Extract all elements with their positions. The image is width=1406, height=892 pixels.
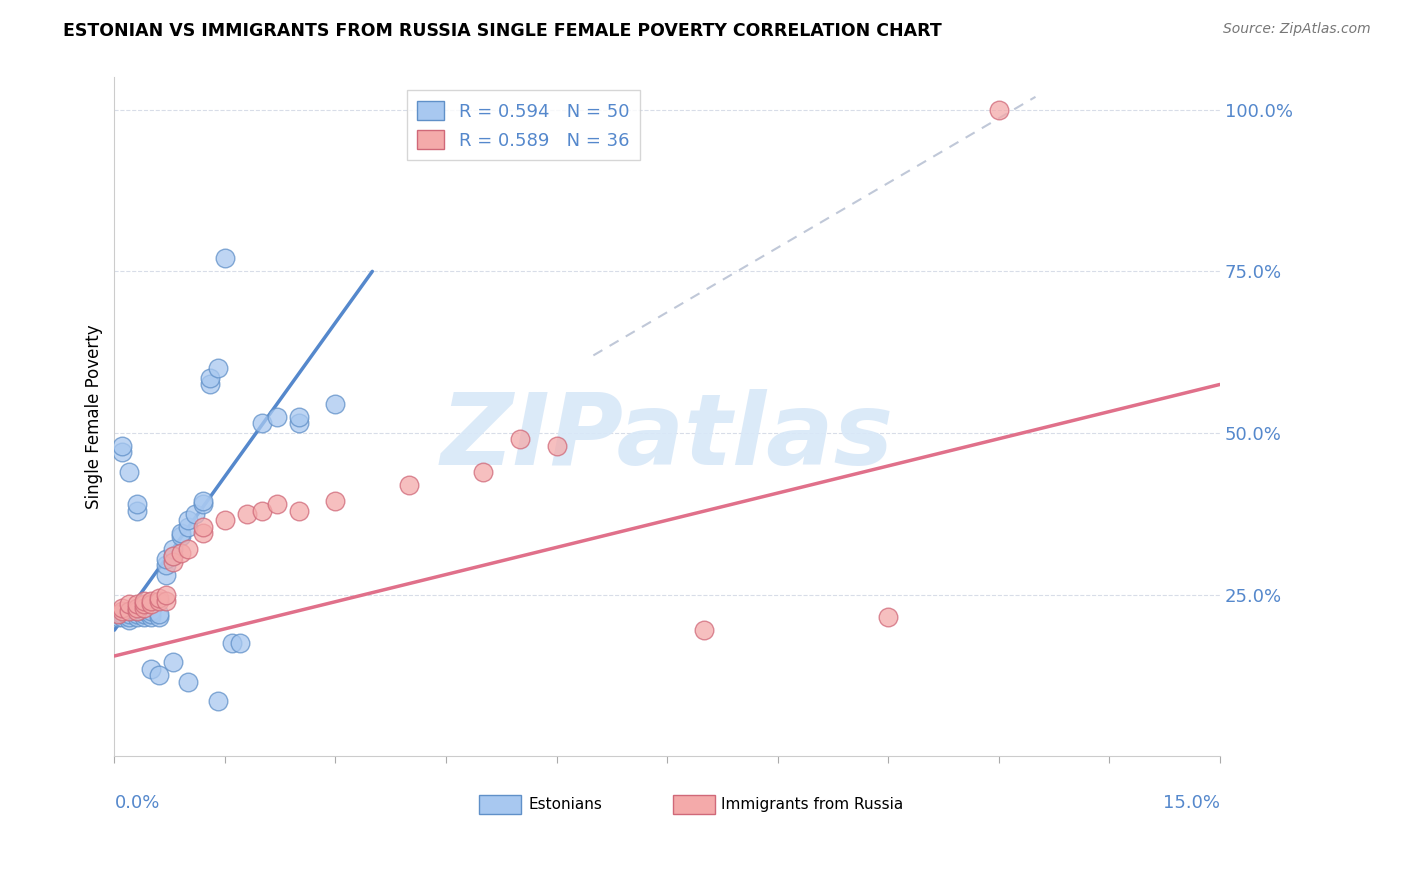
Point (221, 636, 243, 650)
Point (155, 568, 177, 582)
Point (228, 636, 250, 650)
Point (287, 503, 309, 517)
Point (325, 493, 347, 508)
Point (877, 610, 900, 624)
Text: Immigrants from Russia: Immigrants from Russia (721, 797, 904, 812)
Point (207, 694, 229, 708)
Point (125, 497, 148, 511)
Point (177, 513, 200, 527)
Point (155, 558, 177, 573)
Point (266, 497, 288, 511)
Point (125, 503, 148, 517)
Point (162, 555, 184, 569)
Point (141, 604, 163, 618)
Point (141, 594, 163, 608)
Point (250, 503, 273, 517)
Text: 15.0%: 15.0% (1163, 794, 1220, 812)
Point (191, 497, 214, 511)
Point (191, 493, 214, 508)
Point (155, 588, 177, 602)
Point (266, 409, 288, 424)
Point (509, 433, 531, 447)
Point (125, 604, 148, 618)
Point (162, 549, 184, 563)
Point (693, 623, 716, 637)
Point (125, 597, 148, 611)
Point (111, 600, 134, 615)
Point (125, 600, 148, 615)
Point (118, 604, 141, 618)
Point (471, 465, 494, 479)
Point (118, 607, 141, 621)
Point (287, 409, 309, 424)
Point (148, 610, 170, 624)
Point (155, 594, 177, 608)
Point (148, 594, 170, 608)
Point (177, 519, 200, 533)
Point (155, 552, 177, 566)
FancyBboxPatch shape (672, 795, 714, 814)
Point (118, 597, 141, 611)
Point (118, 614, 141, 628)
Point (111, 439, 134, 453)
Point (141, 610, 163, 624)
Point (162, 656, 184, 670)
Text: ZIPatlas: ZIPatlas (440, 389, 894, 485)
Point (177, 674, 200, 689)
Point (132, 604, 155, 618)
Point (118, 465, 141, 479)
Point (214, 252, 236, 266)
Point (398, 477, 420, 491)
Point (125, 604, 148, 618)
Point (118, 610, 141, 624)
Point (132, 597, 155, 611)
Point (141, 662, 163, 676)
Point (141, 597, 163, 611)
Point (236, 507, 259, 521)
Point (170, 529, 193, 543)
Point (111, 604, 134, 618)
Point (111, 610, 134, 624)
Point (132, 600, 155, 615)
Text: Source: ZipAtlas.com: Source: ZipAtlas.com (1223, 22, 1371, 37)
Point (107, 610, 129, 624)
Point (207, 361, 229, 376)
Point (111, 607, 134, 621)
Point (141, 607, 163, 621)
Point (191, 526, 214, 541)
Point (546, 439, 568, 453)
Point (125, 607, 148, 621)
Point (132, 610, 155, 624)
Point (250, 417, 273, 431)
Text: Estonians: Estonians (529, 797, 603, 812)
FancyBboxPatch shape (479, 795, 522, 814)
Point (191, 519, 214, 533)
Point (107, 607, 129, 621)
Point (177, 542, 200, 557)
Point (162, 542, 184, 557)
Text: ESTONIAN VS IMMIGRANTS FROM RUSSIA SINGLE FEMALE POVERTY CORRELATION CHART: ESTONIAN VS IMMIGRANTS FROM RUSSIA SINGL… (63, 22, 942, 40)
Text: 0.0%: 0.0% (114, 794, 160, 812)
Point (214, 513, 236, 527)
Point (148, 668, 170, 682)
Point (287, 417, 309, 431)
Point (111, 445, 134, 459)
Point (200, 377, 222, 392)
Point (987, 103, 1010, 117)
Point (132, 594, 155, 608)
Point (170, 526, 193, 541)
Y-axis label: Single Female Poverty: Single Female Poverty (86, 325, 103, 509)
Point (162, 549, 184, 563)
Point (325, 397, 347, 411)
Point (148, 607, 170, 621)
Legend: R = 0.594   N = 50, R = 0.589   N = 36: R = 0.594 N = 50, R = 0.589 N = 36 (406, 90, 640, 161)
Point (125, 610, 148, 624)
Point (200, 371, 222, 385)
Point (132, 607, 155, 621)
Point (170, 545, 193, 559)
Point (184, 507, 207, 521)
Point (148, 591, 170, 605)
